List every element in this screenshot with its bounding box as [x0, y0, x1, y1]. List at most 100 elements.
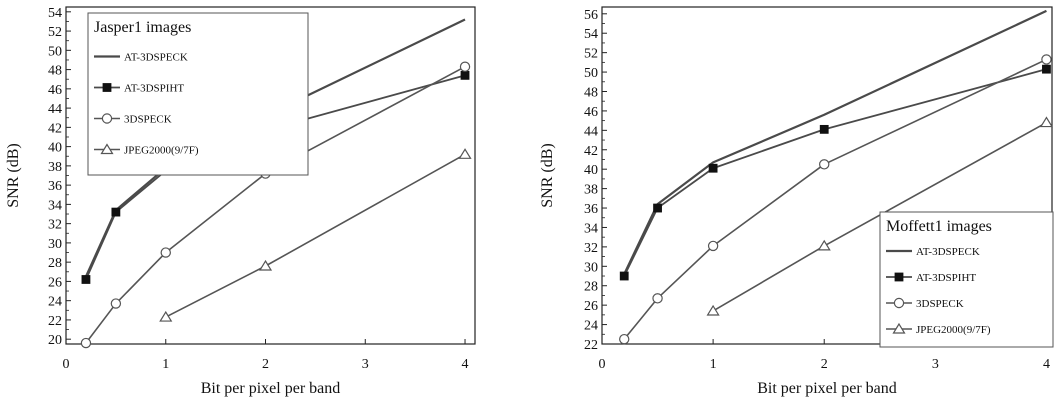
legend-label: JPEG2000(9/7F) — [916, 324, 991, 336]
y-tick-label: 24 — [48, 295, 62, 310]
y-tick-label: 40 — [48, 141, 62, 156]
y-tick-label: 54 — [48, 6, 62, 21]
legend: Moffett1 images AT-3DSPECK AT-3DSPIHT 3DSPE… — [879, 211, 1054, 348]
y-tick-label: 54 — [584, 27, 598, 42]
data-point — [160, 247, 171, 258]
y-tick-label: 28 — [584, 280, 598, 295]
y-tick-label: 22 — [584, 338, 598, 353]
y-tick-label: 24 — [584, 319, 598, 334]
x-axis-label: Bit per pixel per band — [757, 380, 897, 397]
legend-marker — [102, 83, 112, 92]
y-tick-label: 34 — [584, 221, 598, 236]
data-point — [819, 159, 830, 170]
data-point — [258, 259, 273, 271]
series-3dspeck — [619, 54, 1052, 345]
y-tick-label: 46 — [584, 105, 598, 120]
legend-label: AT-3DSPECK — [916, 246, 980, 258]
legend-entry: AT-3DSPECK — [886, 246, 980, 258]
y-tick-label: 38 — [584, 183, 598, 198]
legend-box — [87, 12, 309, 176]
legend-label: 3DSPECK — [916, 298, 964, 310]
data-point — [652, 293, 663, 304]
data-point — [81, 275, 91, 284]
chart-title: Jasper1 images — [94, 19, 191, 36]
legend-marker — [101, 113, 113, 124]
data-point — [459, 61, 471, 72]
y-tick-label: 26 — [48, 275, 62, 290]
y-tick-label: 36 — [48, 179, 62, 194]
y-tick-label: 48 — [584, 85, 598, 100]
x-tick-label: 0 — [63, 357, 70, 372]
y-axis-label: SNR (dB) — [5, 143, 22, 207]
data-point — [706, 304, 720, 316]
y-tick-label: 52 — [48, 25, 62, 40]
series-jpeg2000-9-7f- — [706, 116, 1054, 316]
y-axis-label: SNR (dB) — [539, 143, 556, 207]
legend-entry: 3DSPECK — [886, 297, 964, 310]
legend-label: 3DSPECK — [124, 114, 172, 126]
series-3dspeck — [80, 61, 471, 349]
legend: Jasper1 images AT-3DSPECK AT-3DSPIHT 3DSPEC… — [87, 12, 309, 176]
y-tick-label: 32 — [584, 241, 598, 256]
data-point — [1042, 64, 1051, 74]
y-tick-label: 36 — [584, 202, 598, 217]
x-tick-label: 3 — [932, 357, 939, 372]
x-tick-label: 0 — [599, 357, 606, 372]
x-axis-label: Bit per pixel per band — [201, 380, 341, 397]
data-point — [159, 310, 173, 322]
legend-entry: AT-3DSPIHT — [94, 83, 184, 95]
data-point — [817, 239, 831, 251]
series-line — [623, 9, 1047, 275]
y-tick-label: 40 — [584, 163, 598, 178]
x-tick-label: 4 — [1043, 357, 1050, 372]
data-point — [458, 148, 472, 159]
legend-entry: AT-3DSPECK — [94, 52, 188, 64]
x-tick-label: 3 — [362, 357, 369, 372]
data-point — [619, 333, 630, 345]
series-jpeg2000-9-7f- — [159, 148, 472, 322]
x-tick-label: 1 — [162, 357, 169, 372]
y-tick-label: 42 — [48, 121, 62, 136]
y-tick-label: 56 — [584, 8, 598, 23]
data-point — [111, 207, 121, 217]
x-tick-label: 2 — [262, 357, 269, 372]
data-point — [653, 203, 662, 213]
y-tick-label: 52 — [584, 47, 598, 62]
y-tick-label: 48 — [48, 64, 62, 79]
data-point — [708, 163, 718, 173]
data-point — [1041, 54, 1052, 65]
y-tick-label: 28 — [48, 256, 62, 271]
legend-marker — [892, 322, 906, 334]
legend-marker — [100, 143, 114, 155]
y-tick-label: 26 — [584, 299, 598, 314]
data-point — [819, 124, 829, 134]
series-at-3dspiht — [619, 64, 1051, 281]
legend-entry: 3DSPECK — [94, 113, 172, 126]
data-point — [1039, 116, 1054, 128]
legend-marker — [894, 272, 904, 282]
y-tick-label: 50 — [48, 44, 62, 59]
series-at-3dspeck — [623, 9, 1047, 275]
y-tick-label: 38 — [48, 160, 62, 175]
y-tick-label: 32 — [48, 218, 62, 233]
legend-marker — [893, 297, 905, 309]
legend-entry: AT-3DSPIHT — [886, 272, 976, 284]
x-tick-label: 2 — [821, 357, 828, 372]
data-point — [619, 271, 629, 281]
legend-label: AT-3DSPIHT — [916, 272, 976, 284]
data-point — [707, 240, 719, 252]
y-tick-label: 46 — [48, 83, 62, 98]
series-line — [165, 153, 466, 318]
plot-area — [601, 6, 1053, 345]
legend-label: AT-3DSPECK — [124, 52, 188, 64]
x-tick-label: 1 — [710, 357, 717, 372]
y-tick-label: 30 — [584, 260, 598, 275]
y-tick-label: 42 — [584, 144, 598, 159]
legend-label: AT-3DSPIHT — [124, 83, 184, 95]
y-tick-label: 44 — [584, 124, 598, 139]
data-point — [80, 337, 92, 349]
y-tick-label: 50 — [584, 66, 598, 81]
